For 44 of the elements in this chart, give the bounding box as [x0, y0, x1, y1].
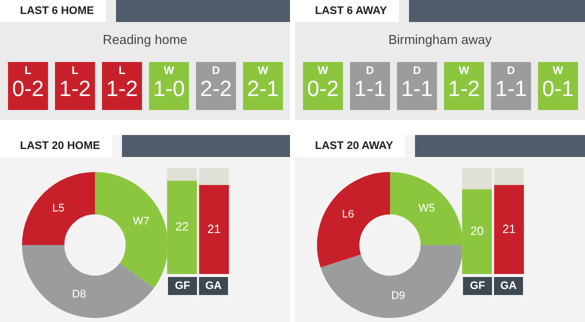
text: 2-2	[199, 76, 233, 101]
x-tick-label: GF	[168, 277, 197, 295]
text: 1-2	[447, 76, 481, 101]
data-label: D8	[72, 288, 86, 300]
text: 0-1	[541, 76, 575, 101]
category-label: D	[365, 65, 375, 77]
category-label: W	[256, 65, 270, 77]
text: 1-0	[152, 76, 186, 101]
text: 1-1	[400, 76, 434, 101]
text: 1-2	[105, 76, 139, 101]
data-label: 21	[502, 222, 516, 236]
text: LAST 6 AWAY	[295, 0, 399, 22]
category-label: D	[412, 65, 422, 77]
text: LAST 6 HOME	[0, 0, 106, 22]
category-label: W	[316, 65, 330, 77]
x-tick-label: GA	[494, 277, 523, 295]
text: Reading home	[102, 32, 188, 47]
text: 1-1	[353, 76, 387, 101]
text: Birmingham away	[387, 32, 493, 47]
data-label: L6	[342, 208, 354, 221]
category-label: L	[24, 65, 32, 77]
chart-title: LAST 20 HOME	[0, 135, 112, 157]
text: 0-2	[306, 76, 340, 101]
category-label: L	[70, 65, 80, 77]
data-label: 20	[470, 224, 484, 238]
text: 1-1	[494, 76, 528, 101]
category-label: W	[552, 65, 564, 77]
text: 2-1	[246, 76, 280, 101]
data-label: W7	[132, 216, 150, 228]
x-tick-label: GF	[463, 277, 492, 295]
chart-title: LAST 20 AWAY	[295, 135, 406, 157]
category-label: W	[162, 65, 176, 77]
category-label: W	[458, 65, 470, 77]
category-label: D	[506, 65, 516, 77]
data-label: 22	[175, 220, 189, 234]
text: 0-2	[11, 76, 45, 101]
data-label: 21	[207, 222, 221, 236]
text: 1-2	[58, 76, 92, 101]
data-label: W5	[418, 202, 435, 214]
x-tick-label: GA	[199, 277, 228, 295]
category-label: D	[211, 65, 221, 77]
data-label: L5	[52, 202, 64, 214]
category-label: L	[118, 65, 126, 77]
data-label: D9	[391, 290, 406, 302]
